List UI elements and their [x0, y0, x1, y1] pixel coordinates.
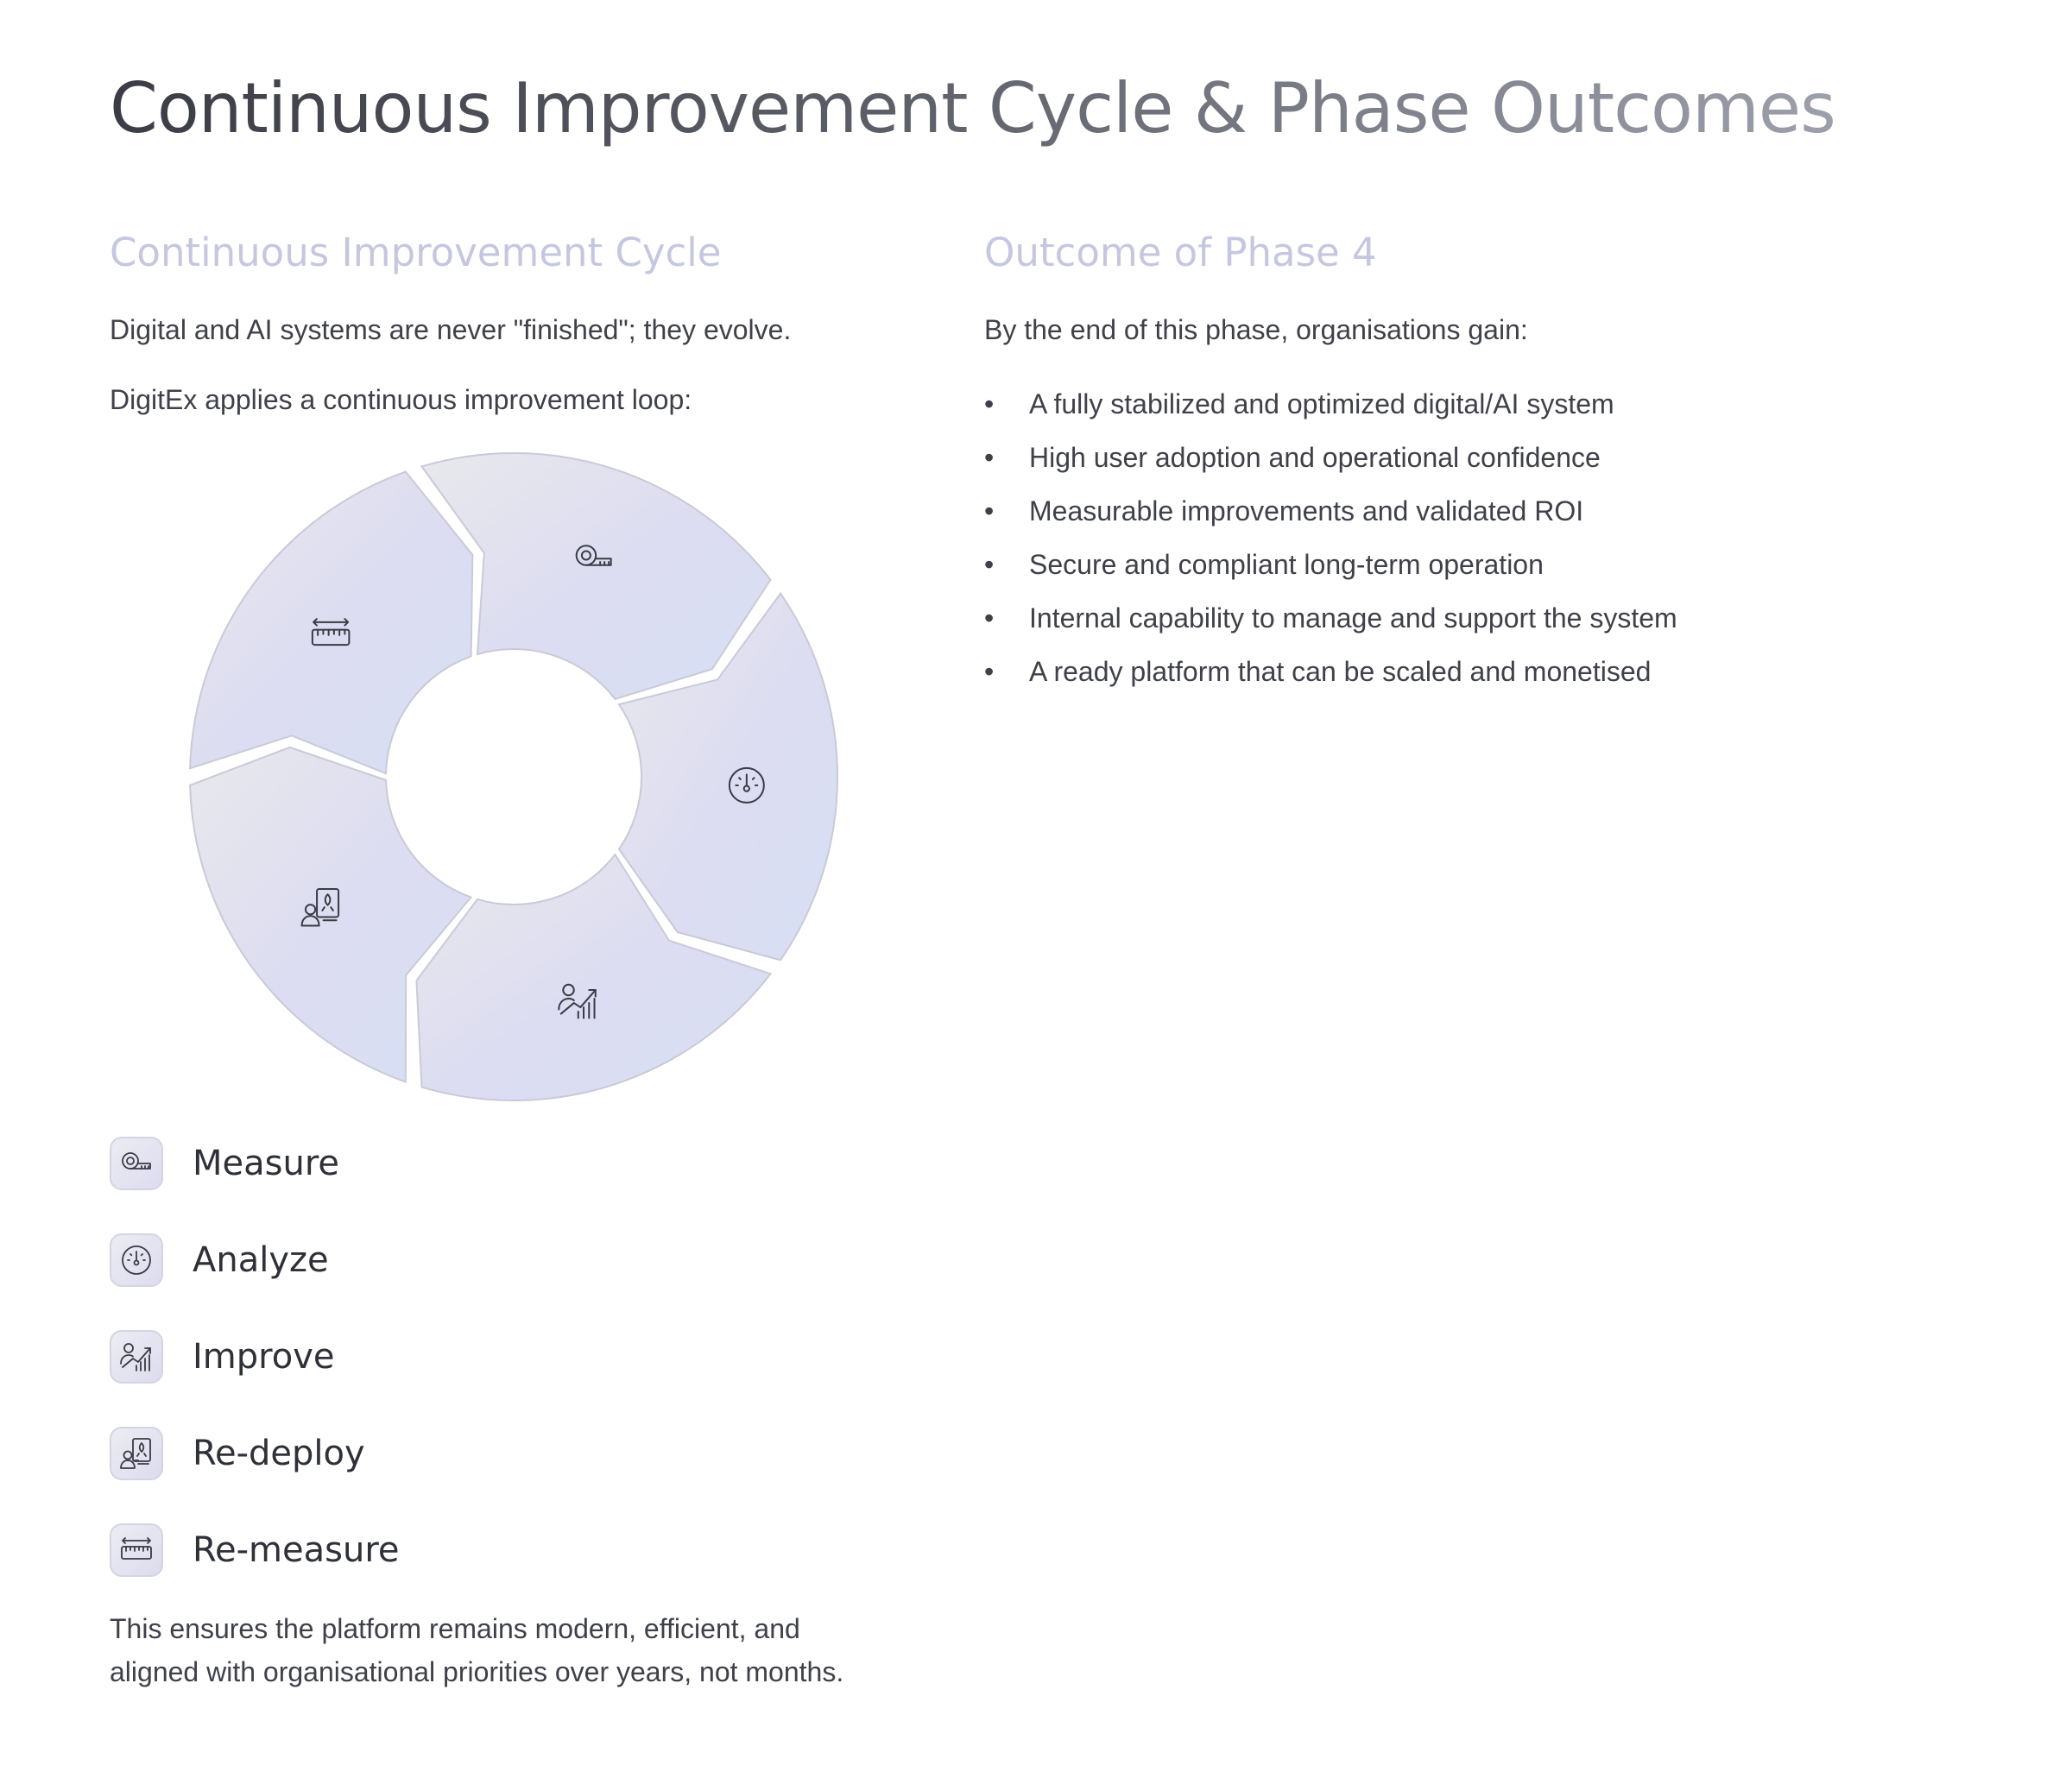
person-growth-chart-icon [110, 1329, 163, 1384]
cycle-segment-measure [420, 452, 772, 701]
outcome-heading: Outcome of Phase 4 [984, 230, 1377, 275]
person-rocket-document-icon [110, 1426, 163, 1480]
outcome-list: A fully stabilized and optimized digital… [984, 377, 1677, 698]
person-rocket-document-icon [300, 887, 340, 927]
cycle-segment-analyze [617, 591, 838, 962]
cycle-heading: Continuous Improvement Cycle [110, 230, 722, 275]
cycle-intro-1: Digital and AI systems are never "finish… [110, 314, 792, 345]
legend-label: Improve [193, 1336, 335, 1377]
closing-line-2: aligned with organisational priorities o… [110, 1656, 844, 1687]
outcome-item: High user adoption and operational confi… [984, 431, 1677, 484]
cycle-step-legend: Measure Analyze Improve [110, 1136, 400, 1619]
tape-measure-icon [575, 545, 612, 566]
outcome-item: A ready platform that can be scaled and … [984, 645, 1677, 698]
outcome-item: Measurable improvements and validated RO… [984, 484, 1677, 538]
gauge-icon [110, 1233, 163, 1287]
cycle-intro-2: DigitEx applies a continuous improvement… [110, 384, 692, 415]
legend-label: Re-measure [193, 1529, 400, 1570]
legend-label: Analyze [193, 1239, 329, 1280]
page-title: Continuous Improvement Cycle & Phase Out… [110, 68, 1836, 148]
legend-item-measure: Measure [110, 1136, 400, 1190]
ruler-icon [311, 618, 351, 646]
ruler-icon [110, 1523, 163, 1577]
tape-measure-icon [110, 1136, 163, 1190]
legend-item-remeasure: Re-measure [110, 1523, 400, 1577]
closing-paragraph: This ensures the platform remains modern… [110, 1607, 887, 1693]
cycle-segment-improve [415, 853, 773, 1101]
cycle-segment-re-deploy [189, 746, 473, 1083]
closing-line-1: This ensures the platform remains modern… [110, 1613, 800, 1644]
legend-label: Measure [193, 1143, 339, 1183]
gauge-icon [728, 766, 765, 804]
outcome-item: Internal capability to manage and suppor… [984, 591, 1677, 645]
cycle-diagram [189, 452, 838, 1101]
legend-item-analyze: Analyze [110, 1233, 400, 1287]
outcome-item: Secure and compliant long-term operation [984, 538, 1677, 591]
outcome-intro: By the end of this phase, organisations … [984, 314, 1528, 345]
legend-label: Re-deploy [193, 1433, 365, 1473]
person-growth-chart-icon [558, 983, 597, 1019]
legend-item-improve: Improve [110, 1329, 400, 1384]
legend-item-redeploy: Re-deploy [110, 1426, 400, 1480]
outcome-item: A fully stabilized and optimized digital… [984, 377, 1677, 431]
